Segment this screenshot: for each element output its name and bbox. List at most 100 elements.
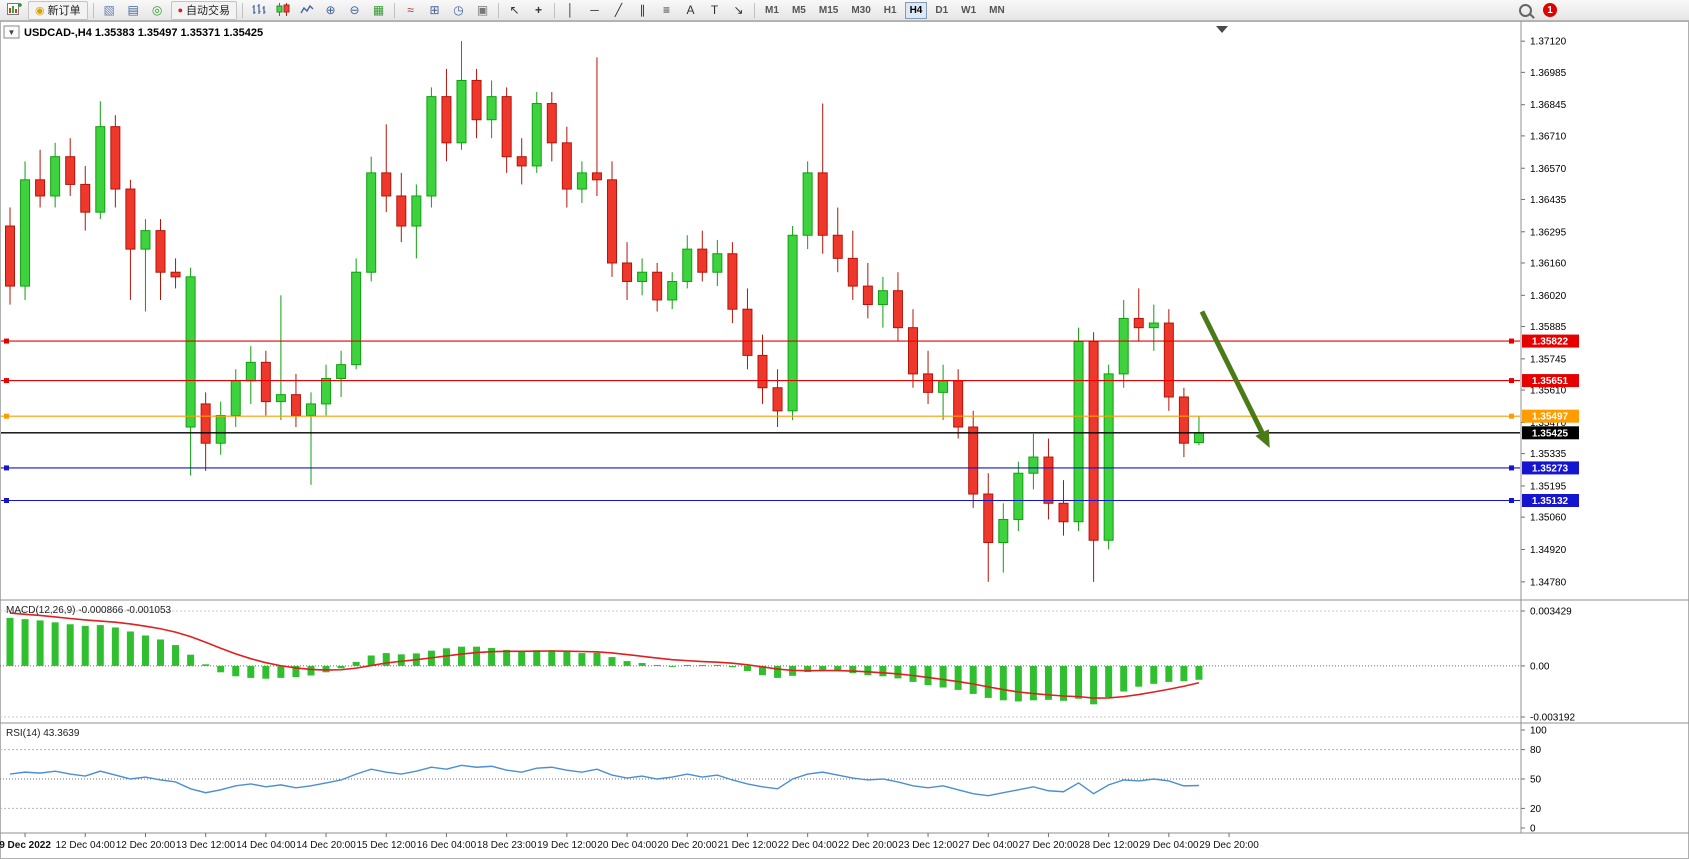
price-tag	[1522, 374, 1579, 388]
fibonacci-button[interactable]: ≡	[655, 0, 678, 20]
price-scale[interactable]: 1.37120 1.36985 1.36845 1.36710 1.36570 1.364…	[1521, 37, 1567, 589]
line-handle[interactable]	[1509, 413, 1514, 419]
timeframe-h4-button[interactable]: H4	[904, 1, 928, 19]
svg-text:22 Dec 20:00: 22 Dec 20:00	[838, 840, 898, 851]
timeframe-mn-button[interactable]: MN	[989, 4, 1005, 16]
market-info-icon: ◎	[151, 3, 163, 17]
candle	[1133, 317, 1144, 329]
indicators-button[interactable]: ≈	[399, 0, 422, 20]
candle	[1028, 456, 1039, 474]
search-icon[interactable]	[1519, 3, 1532, 17]
candlestick-chart-button[interactable]	[271, 0, 294, 20]
price-tag	[1522, 461, 1579, 475]
svg-text:1.36020: 1.36020	[1530, 291, 1567, 302]
tile-windows-button[interactable]: ▦	[367, 0, 390, 20]
notification-badge[interactable]: 1	[1543, 3, 1557, 17]
svg-text:20: 20	[1530, 804, 1542, 815]
timeframe-w1-button[interactable]: W1	[961, 4, 977, 16]
macd-bar	[698, 664, 706, 666]
metaeditor-button[interactable]: ▤	[122, 0, 145, 20]
zoom-out-button[interactable]: ⊖	[343, 0, 366, 20]
macd-bar	[939, 665, 947, 688]
line-handle[interactable]	[4, 413, 9, 419]
new-order-button[interactable]: ◉ 新订单	[28, 0, 88, 20]
autotrading-button[interactable]: ● 自动交易	[170, 0, 238, 20]
candle	[968, 426, 979, 495]
candle	[155, 230, 166, 273]
trendline-button[interactable]: ╱	[607, 0, 630, 20]
macd-bar	[172, 645, 180, 666]
candle	[80, 183, 91, 213]
horizontal-line-button[interactable]: ─	[583, 0, 606, 20]
timeframe-m30-button[interactable]: M30	[851, 4, 871, 16]
channel-icon: ∥	[639, 3, 646, 17]
one-click-toggle[interactable]	[3, 25, 20, 39]
time-scale[interactable]: 9 Dec 2022 12 Dec 04:00 12 Dec 20:00 13 Dec…	[0, 833, 1259, 851]
timeframe-m1-button[interactable]: M1	[765, 4, 779, 16]
vertical-line-button[interactable]: │	[559, 0, 582, 20]
market-info-button[interactable]: ◎	[146, 0, 169, 20]
line-handle[interactable]	[1509, 338, 1514, 344]
price-tag	[1522, 409, 1579, 423]
macd-bar	[984, 665, 992, 698]
chart-canvas[interactable]: 1.37120 1.36985 1.36845 1.36710 1.36570 1.364…	[0, 21, 1689, 859]
line-chart-button[interactable]	[295, 0, 318, 20]
candle	[637, 271, 648, 282]
line-handle[interactable]	[1509, 497, 1514, 503]
macd-bar	[1090, 665, 1098, 705]
bar-chart-button[interactable]	[247, 0, 270, 20]
line-handle[interactable]	[4, 378, 9, 384]
period-button[interactable]: ◷	[447, 0, 470, 20]
new-chart-button[interactable]	[3, 0, 26, 20]
candle	[531, 103, 542, 167]
candle	[787, 234, 798, 412]
add-indicator-button[interactable]: ⊞	[423, 0, 446, 20]
svg-text:1.35497: 1.35497	[1532, 412, 1569, 423]
candle	[1163, 322, 1174, 398]
candle	[411, 195, 422, 227]
svg-text:12 Dec 04:00: 12 Dec 04:00	[56, 840, 116, 851]
macd-bar	[157, 639, 164, 666]
timeframe-m5-button[interactable]: M5	[791, 4, 806, 16]
timeframe-m15-button[interactable]: M15	[818, 4, 839, 16]
macd-bar	[1105, 665, 1113, 698]
arrows-button[interactable]: ↘	[727, 0, 750, 20]
trend-arrow[interactable]	[1199, 310, 1270, 448]
macd-bar	[924, 665, 932, 686]
line-handle[interactable]	[1509, 378, 1514, 384]
svg-text:1.35273: 1.35273	[1532, 463, 1569, 474]
price-lines[interactable]: 1.35822 1.35651 1.35497 1.35425 1.35273 1.351…	[1, 334, 1579, 507]
channel-button[interactable]: ∥	[631, 0, 654, 20]
cursor-button[interactable]: ↖	[503, 0, 526, 20]
timeframe-h1-button[interactable]: H1	[883, 4, 897, 16]
fibonacci-icon: ≡	[663, 3, 671, 17]
candle	[486, 96, 497, 121]
macd-bar	[292, 665, 300, 678]
text-label-button[interactable]: T	[703, 0, 726, 20]
candle	[847, 257, 858, 287]
line-handle[interactable]	[1509, 465, 1514, 471]
crosshair-button[interactable]: +	[527, 0, 550, 20]
candle	[426, 96, 437, 197]
svg-text:29 Dec 20:00: 29 Dec 20:00	[1199, 840, 1259, 851]
line-handle[interactable]	[4, 338, 9, 344]
profiles-button[interactable]: ▧	[98, 0, 121, 20]
shift-marker-icon[interactable]	[1216, 26, 1228, 33]
templates-button[interactable]: ▣	[471, 0, 494, 20]
candle	[516, 156, 527, 167]
candle	[471, 79, 482, 121]
text-button[interactable]: A	[679, 0, 702, 20]
svg-text:1.34920: 1.34920	[1530, 545, 1567, 556]
candle	[697, 248, 708, 273]
candle	[682, 248, 693, 282]
macd-bar	[969, 665, 977, 694]
line-handle[interactable]	[4, 497, 9, 503]
macd-bar	[623, 661, 631, 666]
macd-bar	[774, 665, 782, 678]
macd-bar	[232, 665, 240, 677]
macd-bar	[217, 665, 225, 673]
macd-bar	[864, 665, 872, 676]
timeframe-d1-button[interactable]: D1	[935, 4, 949, 16]
zoom-in-button[interactable]: ⊕	[319, 0, 342, 20]
line-handle[interactable]	[4, 465, 9, 471]
